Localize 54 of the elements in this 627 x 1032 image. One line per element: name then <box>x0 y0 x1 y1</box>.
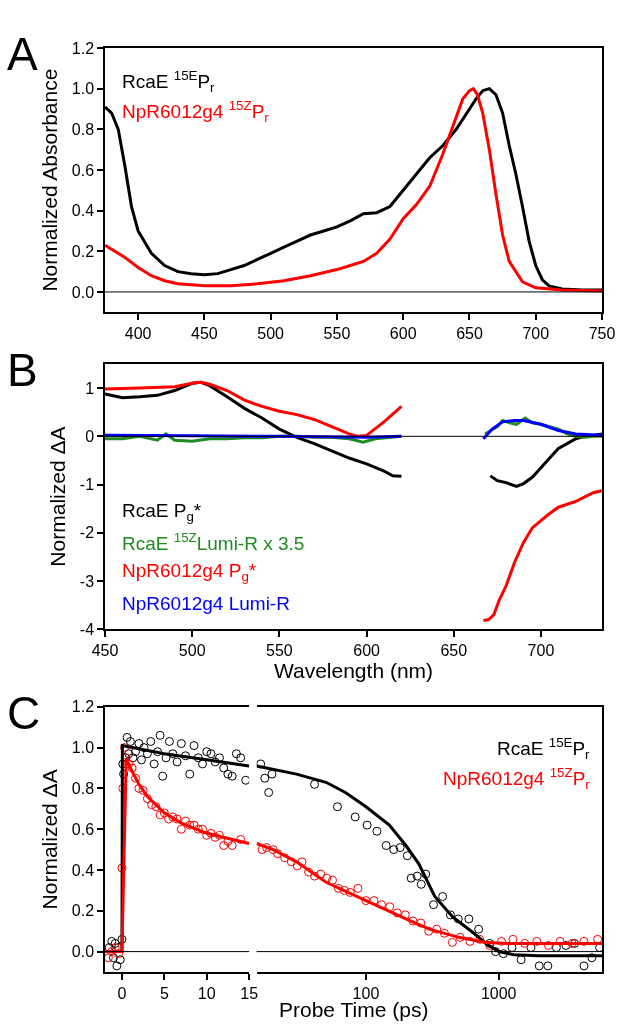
y-tick-label: 0.4 <box>71 861 95 879</box>
y-tick-label: -1 <box>79 476 95 494</box>
x-tick-label: 750 <box>588 325 616 343</box>
y-tick-label: 1.2 <box>71 39 95 57</box>
x-tick-label: 550 <box>266 642 293 660</box>
text: RcaE $^{15E}$P$_{r}$ <box>497 735 591 762</box>
chart-title: A <box>7 28 38 80</box>
text: RcaE $^{15Z}$Lumi-R x 3.5 <box>122 530 305 554</box>
x-tick-label: 400 <box>124 325 152 343</box>
x-axis-title: Wavelength (nm) <box>273 659 434 683</box>
x-tick-label: 5 <box>159 984 169 1002</box>
text: NpR6012g4 P$_{g}$* <box>122 560 257 584</box>
y-tick-label: 0.8 <box>71 120 95 138</box>
x-tick-label: 450 <box>191 325 218 343</box>
x-tick-label: 450 <box>91 642 119 660</box>
y-tick-label: 0.2 <box>71 902 95 920</box>
text: NpR6012g4 $^{15Z}$P$_{r}$ <box>122 98 270 125</box>
series-label: RcaE $^{15E}$P$_{r}$ <box>122 68 216 95</box>
y-tick-label: 1 <box>85 379 95 397</box>
y-tick-label: 1.0 <box>71 80 95 98</box>
y-tick-label: 0.2 <box>71 242 95 260</box>
x-tick-label: 0 <box>117 984 127 1002</box>
y-tick-label: 0.4 <box>71 202 95 220</box>
x-tick-label: 10 <box>197 984 216 1002</box>
y-tick-label: 1.0 <box>71 739 95 757</box>
y-axis-title: Normalized ΔA <box>38 769 62 910</box>
text: RcaE P$_{g}$* <box>122 500 202 524</box>
x-tick-label: 600 <box>353 642 381 660</box>
y-tick-label: 0.6 <box>71 161 95 179</box>
x-tick-label: 15 <box>240 984 259 1002</box>
y-tick-label: 0.0 <box>71 943 95 961</box>
y-tick-label: -2 <box>79 524 95 542</box>
y-tick-label: 0.0 <box>71 283 95 301</box>
y-axis-title: Normalized ΔA <box>46 426 70 567</box>
y-tick-label: -4 <box>79 620 95 638</box>
x-tick-label: 1000 <box>480 984 517 1002</box>
x-tick-label: 550 <box>323 325 351 343</box>
y-tick-label: 1.2 <box>71 698 95 716</box>
y-tick-label: 0.6 <box>71 820 95 838</box>
x-tick-label: 600 <box>389 325 417 343</box>
x-tick-label: 650 <box>456 325 483 343</box>
y-tick-label: 0 <box>85 427 95 445</box>
y-tick-label: -3 <box>79 572 95 590</box>
x-tick-label: 700 <box>522 325 550 343</box>
chart-title: B <box>7 344 38 396</box>
text: NpR6012g4 $^{15Z}$P$_{r}$ <box>443 765 591 792</box>
x-tick-label: 700 <box>527 642 555 660</box>
text: NpR6012g4 Lumi-R <box>122 593 290 614</box>
y-axis-title: Normalized Absorbance <box>38 68 62 292</box>
y-tick-label: 0.8 <box>71 780 95 798</box>
chart-title: C <box>7 687 41 739</box>
x-tick-label: 650 <box>440 642 468 660</box>
x-tick-label: 500 <box>178 642 206 660</box>
x-tick-label: 500 <box>257 325 285 343</box>
